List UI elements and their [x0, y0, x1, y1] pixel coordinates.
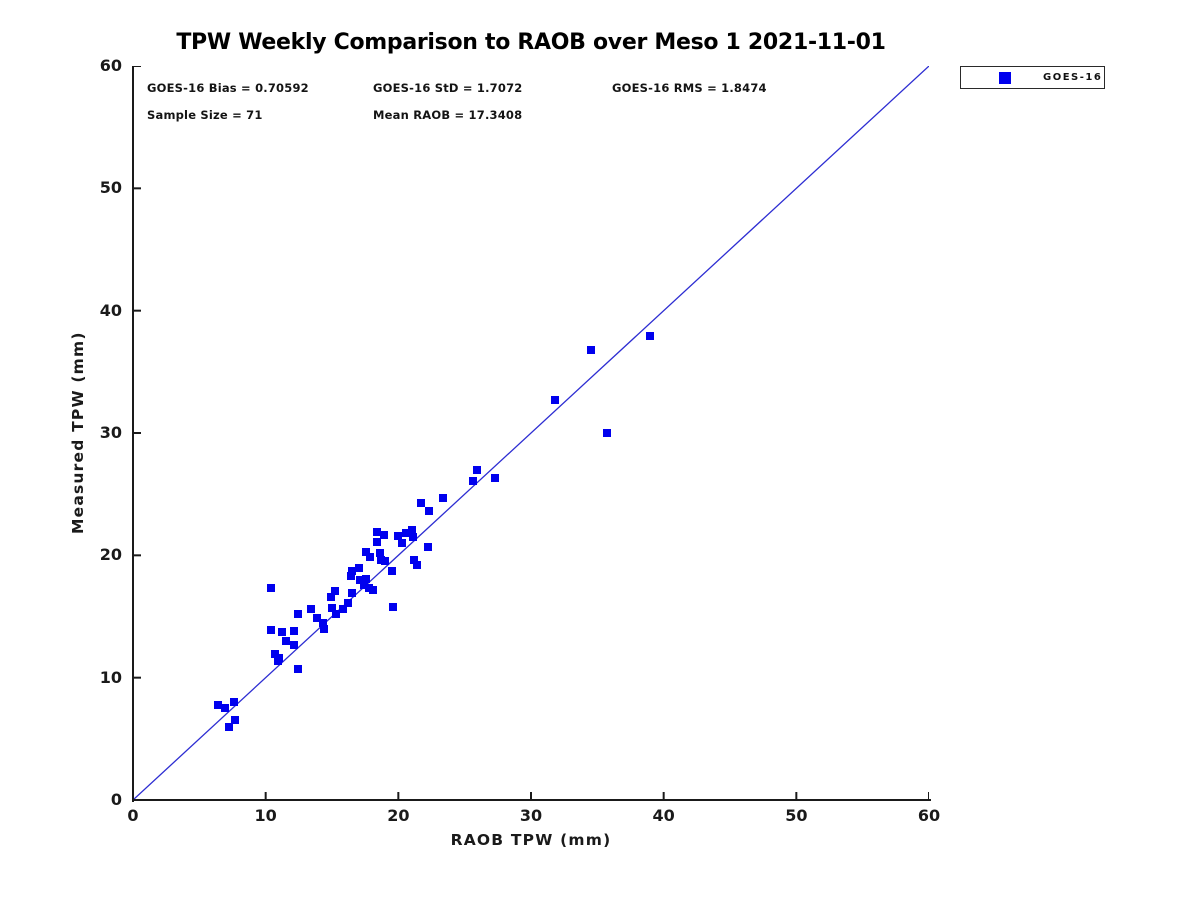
identity-line — [133, 66, 929, 800]
data-point — [277, 628, 286, 637]
stat-rms: GOES-16 RMS = 1.8474 — [612, 81, 767, 95]
data-point — [224, 722, 233, 731]
stat-mean-raob: Mean RAOB = 17.3408 — [373, 108, 523, 122]
data-point — [220, 704, 229, 713]
data-point — [394, 531, 403, 540]
data-point — [313, 613, 322, 622]
data-point — [338, 605, 347, 614]
y-tick-label: 30 — [99, 423, 122, 442]
data-point — [359, 580, 368, 589]
plot-area — [133, 66, 929, 800]
data-point — [369, 585, 378, 594]
y-axis-label: Measured TPW (mm) — [69, 331, 87, 535]
data-point — [366, 552, 375, 561]
data-point — [213, 700, 222, 709]
data-point — [231, 716, 240, 725]
x-axis-label: RAOB TPW (mm) — [450, 831, 612, 849]
legend-marker-square — [999, 71, 1011, 84]
data-point — [330, 586, 339, 595]
data-point — [229, 698, 238, 707]
data-point — [346, 572, 355, 581]
data-point — [381, 557, 390, 566]
y-tick-label: 40 — [99, 300, 122, 320]
data-point — [408, 532, 417, 541]
data-point — [289, 627, 298, 636]
data-point — [373, 528, 382, 537]
data-point — [407, 525, 416, 534]
reference-line-and-ticks — [133, 66, 929, 800]
data-point — [293, 665, 302, 674]
data-point — [354, 563, 363, 572]
stat-sample-size: Sample Size = 71 — [147, 108, 263, 122]
x-tick-label: 60 — [917, 806, 941, 825]
chart-title: TPW Weekly Comparison to RAOB over Meso … — [176, 30, 886, 55]
data-point — [586, 345, 595, 354]
x-tick-label: 30 — [519, 806, 543, 825]
x-tick-label: 0 — [127, 806, 139, 825]
data-point — [347, 589, 356, 598]
data-point — [602, 429, 611, 437]
data-point — [416, 498, 425, 507]
data-point — [328, 603, 336, 612]
data-point — [402, 529, 411, 538]
data-point — [281, 636, 290, 645]
data-point — [389, 602, 398, 611]
data-point — [355, 575, 364, 584]
data-point — [362, 547, 371, 556]
data-point — [331, 610, 340, 619]
data-point — [646, 332, 655, 341]
data-point — [491, 474, 500, 483]
legend: GOES-16 — [960, 66, 1105, 89]
data-point — [274, 654, 283, 663]
data-point — [439, 493, 448, 502]
data-point — [306, 605, 315, 614]
data-point — [412, 561, 421, 570]
y-tick-label: 50 — [99, 178, 122, 198]
data-point — [266, 584, 275, 593]
y-tick-label: 60 — [99, 56, 122, 75]
data-point — [423, 542, 432, 551]
x-axis-line — [132, 799, 931, 801]
x-tick-label: 50 — [785, 806, 808, 825]
data-point — [362, 574, 371, 583]
y-tick-label: 0 — [110, 790, 122, 809]
stat-std: GOES-16 StD = 1.7072 — [373, 81, 523, 95]
data-point — [398, 539, 407, 548]
stat-bias: GOES-16 Bias = 0.70592 — [147, 81, 309, 95]
data-point — [343, 599, 352, 608]
x-tick-label: 10 — [254, 806, 277, 825]
data-point — [550, 395, 559, 404]
data-point — [293, 610, 302, 619]
data-point — [266, 625, 275, 634]
y-tick-label: 20 — [99, 545, 122, 565]
data-point — [375, 548, 384, 557]
data-point — [468, 476, 477, 485]
y-tick-label: 10 — [99, 667, 122, 687]
data-point — [320, 624, 329, 633]
x-tick-label: 20 — [387, 806, 410, 825]
data-point — [424, 507, 433, 516]
data-point — [326, 592, 335, 601]
data-point — [472, 465, 481, 474]
legend-label: GOES-16 — [1043, 72, 1103, 83]
data-point — [318, 618, 327, 627]
data-point — [410, 556, 419, 565]
data-point — [379, 530, 388, 539]
data-point — [373, 537, 382, 546]
data-point — [347, 567, 356, 576]
data-point — [387, 567, 396, 576]
x-tick-label: 40 — [652, 806, 675, 825]
data-point — [289, 640, 298, 649]
